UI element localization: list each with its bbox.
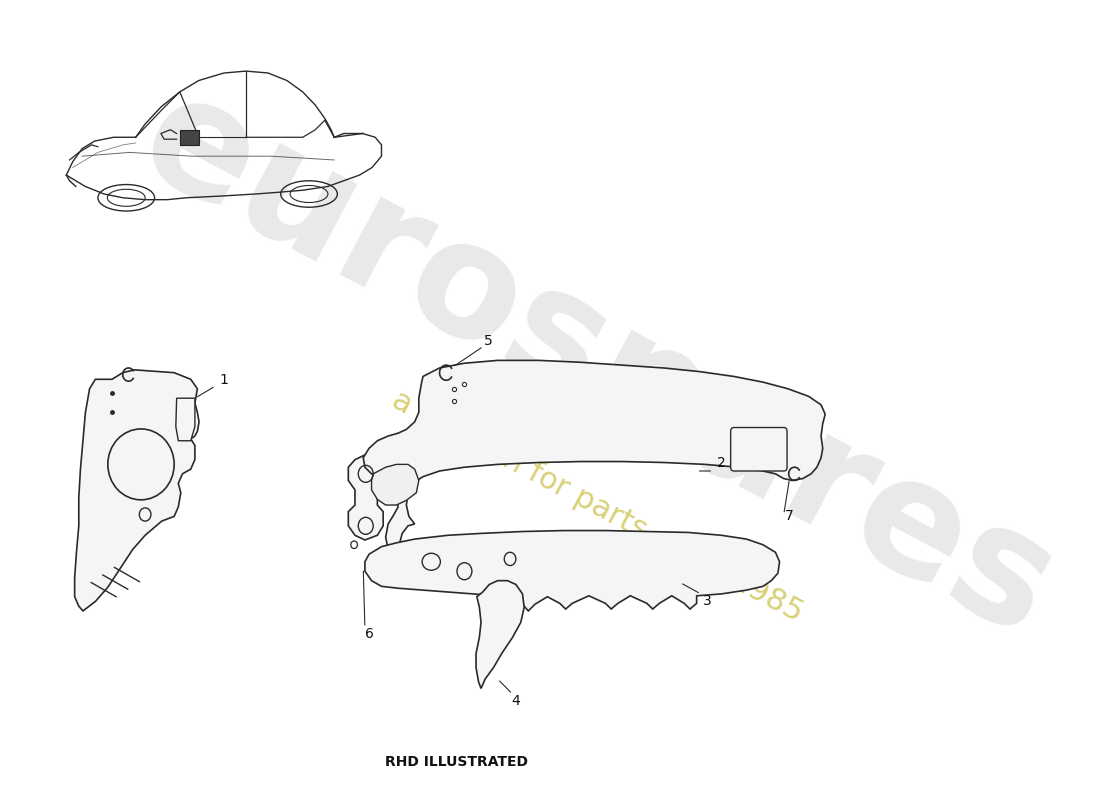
Polygon shape (372, 464, 419, 505)
Polygon shape (365, 530, 780, 611)
Polygon shape (176, 398, 195, 441)
Polygon shape (349, 455, 383, 540)
Text: 1: 1 (220, 374, 229, 387)
Text: eurospares: eurospares (114, 60, 1079, 670)
Text: 3: 3 (703, 594, 712, 609)
Text: 6: 6 (365, 626, 374, 641)
Text: 4: 4 (512, 694, 520, 708)
Text: 2: 2 (717, 457, 726, 470)
Text: 7: 7 (785, 510, 794, 523)
Circle shape (351, 541, 358, 549)
Polygon shape (75, 370, 199, 611)
Polygon shape (476, 581, 524, 689)
Polygon shape (363, 360, 825, 562)
FancyBboxPatch shape (730, 427, 788, 471)
Text: a passion for parts since 1985: a passion for parts since 1985 (387, 386, 807, 628)
Text: RHD ILLUSTRATED: RHD ILLUSTRATED (385, 755, 528, 769)
Text: 5: 5 (484, 334, 493, 347)
FancyBboxPatch shape (179, 130, 199, 145)
